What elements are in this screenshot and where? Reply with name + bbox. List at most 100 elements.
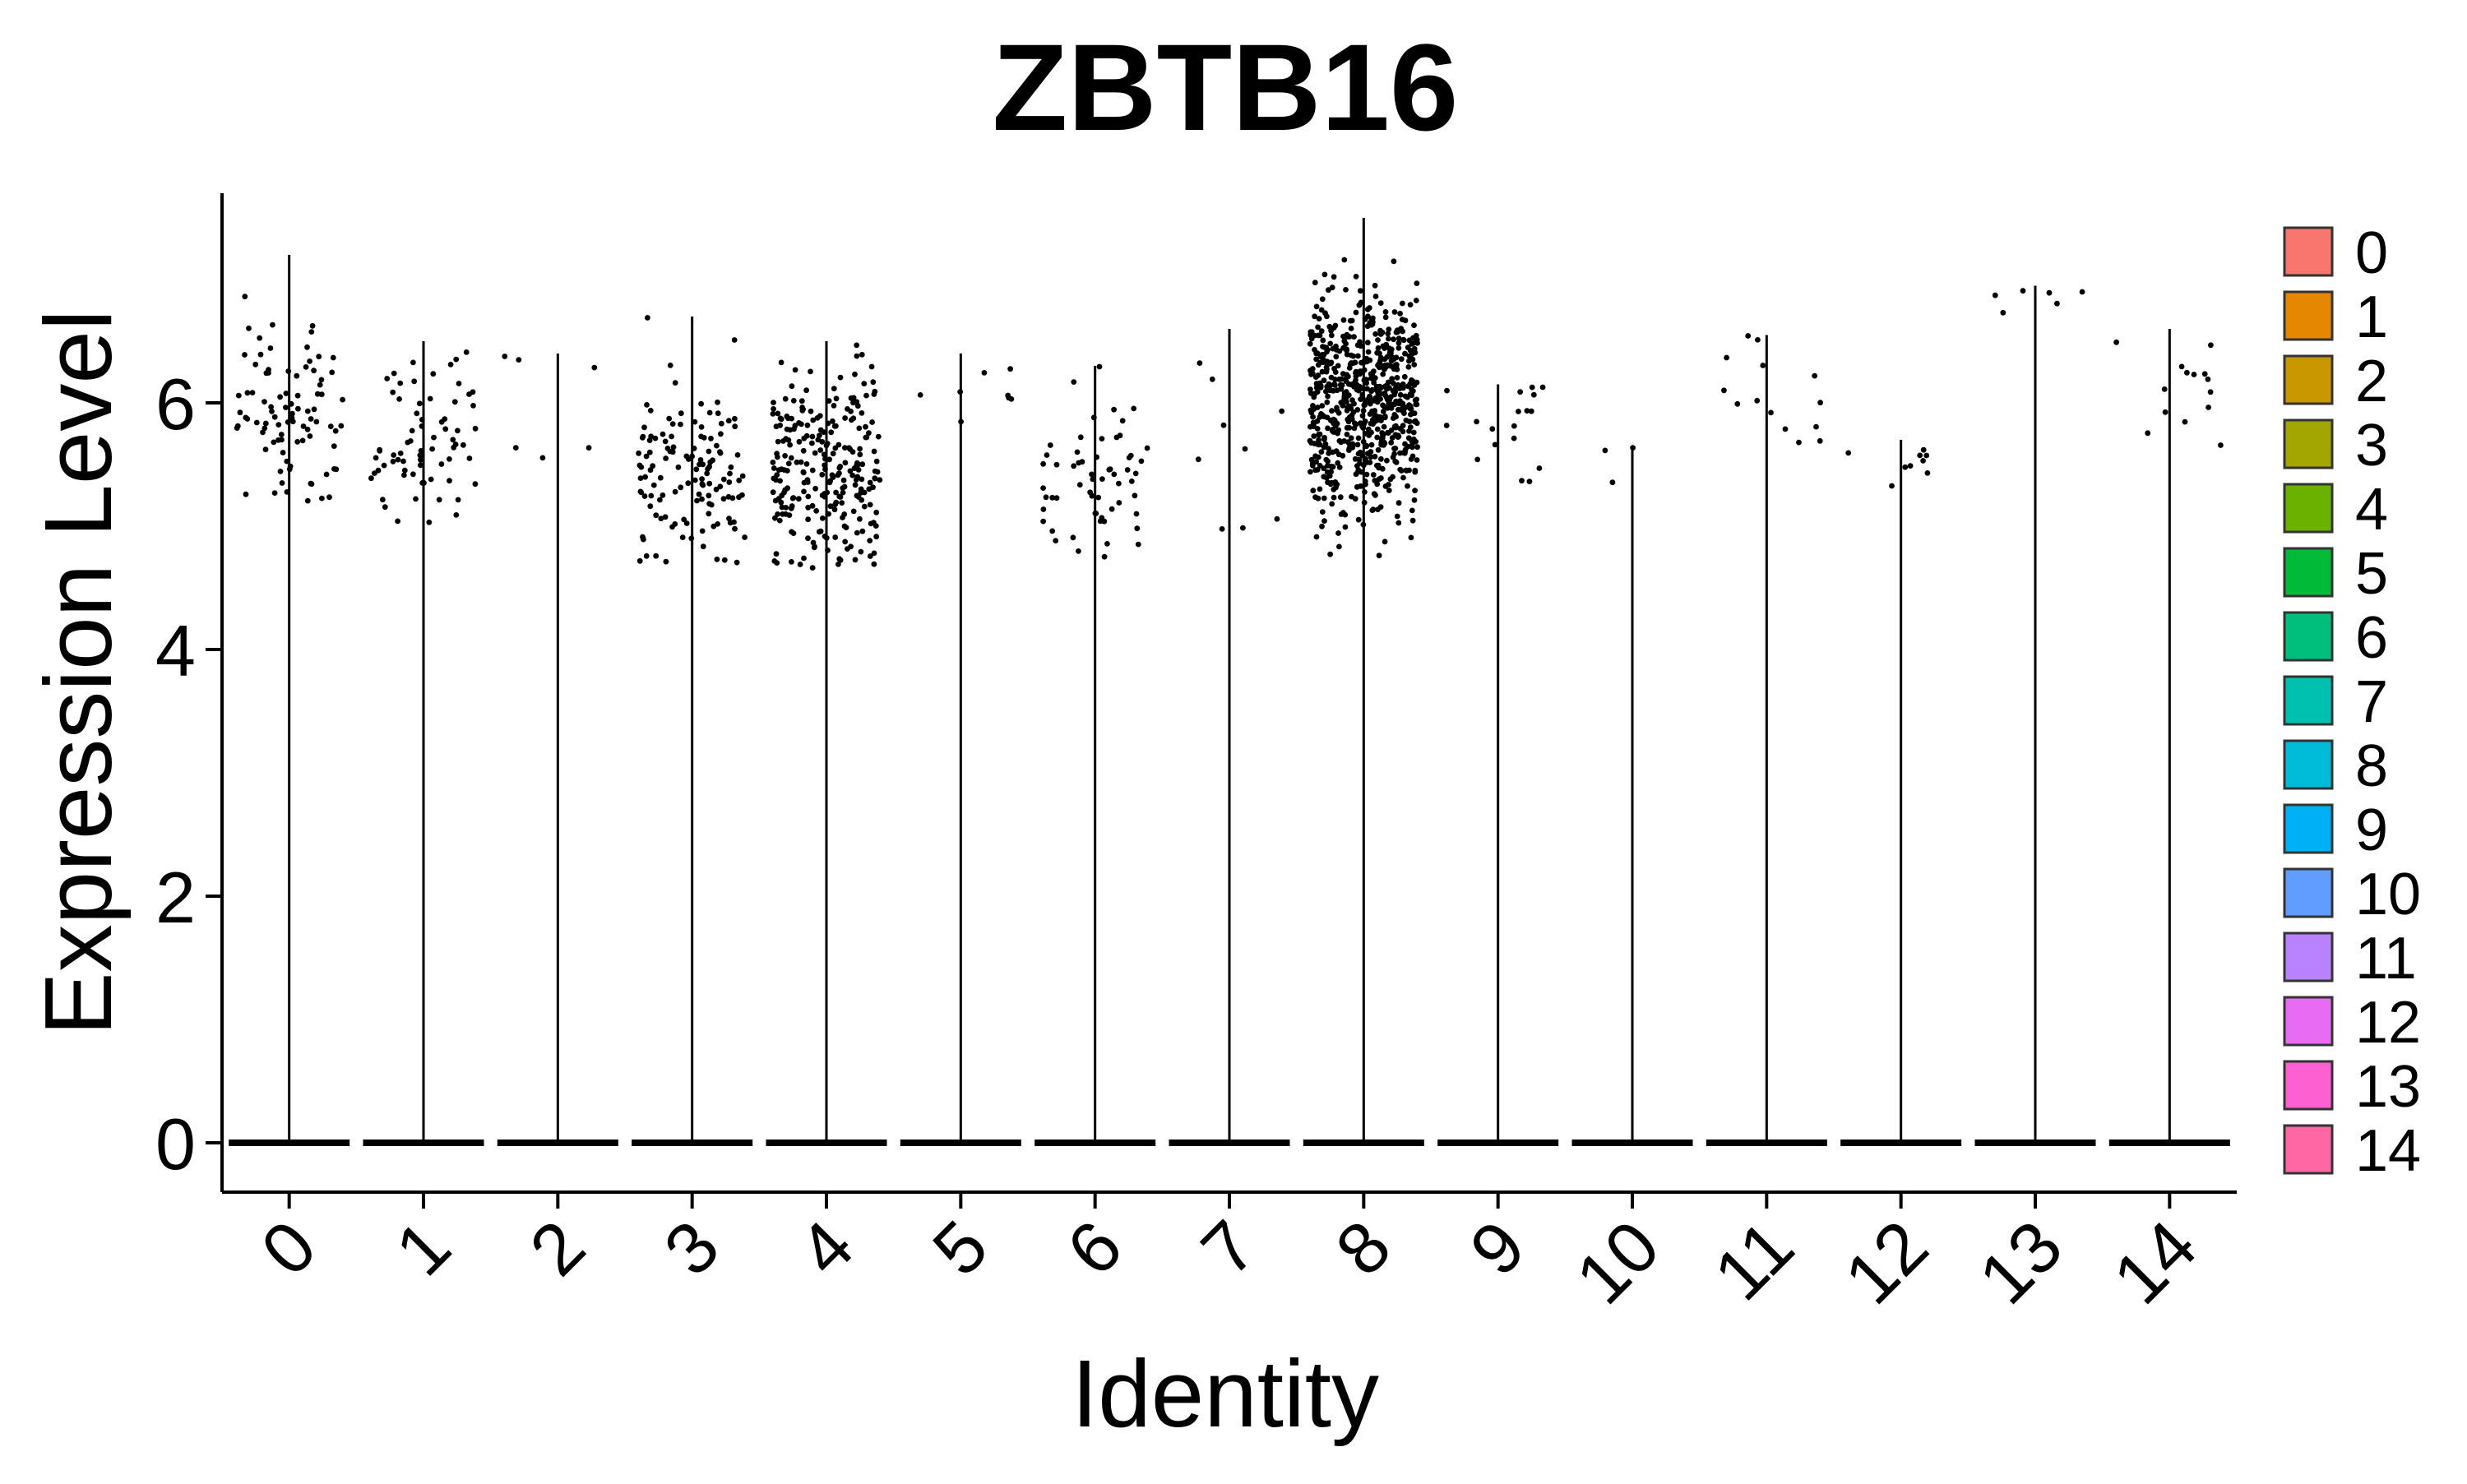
data-point [2162,409,2168,415]
data-point [795,496,802,502]
data-point [826,511,831,517]
data-point [1400,381,1406,387]
data-point [786,512,793,518]
data-point [384,376,391,381]
data-point [1359,391,1366,398]
data-point [1331,274,1337,280]
data-point [1219,526,1225,532]
data-point [1375,506,1381,512]
data-point [327,423,334,429]
data-point [1342,524,1349,530]
data-point [1414,396,1420,403]
data-point [686,456,692,462]
data-point [308,416,314,422]
data-point [785,415,791,422]
data-point [1345,373,1351,380]
data-point [804,479,811,485]
data-point [1375,446,1382,453]
data-point [1111,406,1117,413]
data-point [1364,340,1371,346]
violin-group-4 [766,341,887,1146]
data-point [808,368,813,375]
data-point [303,364,309,370]
data-point [811,544,817,551]
data-point [1361,499,1368,506]
data-point [645,315,650,321]
violin-group-1 [363,341,484,1146]
data-point [1390,415,1396,421]
data-point [822,466,828,473]
data-point [1409,386,1414,393]
data-point [1321,271,1328,278]
data-point [266,367,271,372]
data-point [1077,434,1084,441]
data-point [867,538,873,543]
data-point [1782,426,1789,432]
data-point [817,528,824,534]
legend-swatch-13 [2283,1060,2334,1111]
data-point [304,408,311,414]
data-point [1386,488,1392,493]
data-point [859,461,866,468]
data-point [413,496,419,502]
data-point [1133,511,1140,517]
data-point [1346,414,1353,420]
data-point [1389,354,1395,361]
data-point [1335,410,1342,416]
data-point [453,356,460,363]
data-point [1358,343,1364,349]
data-point [1411,497,1418,503]
violin-base-1 [363,1140,484,1146]
data-point [262,399,267,405]
data-point [1209,376,1215,382]
data-point [1406,428,1412,434]
data-point [1350,409,1357,415]
data-point [295,405,301,412]
data-point [857,515,863,522]
data-point [1333,343,1339,349]
data-point [658,515,664,522]
data-point [1361,358,1368,364]
violin-group-11 [1706,333,1827,1146]
data-point [1377,350,1382,357]
data-point [237,409,243,416]
legend-swatch-8 [2283,739,2334,790]
data-point [713,486,720,492]
data-point [827,503,834,510]
data-point [1364,323,1371,330]
data-point [853,477,859,483]
data-point [1413,298,1419,303]
data-point [648,433,654,440]
data-point [252,361,259,368]
data-point [430,371,437,377]
data-point [1117,432,1123,439]
data-point [1382,414,1388,419]
data-point [812,450,818,456]
data-point [813,508,820,514]
data-point [1357,288,1363,294]
data-point [1321,435,1327,441]
legend-swatch-6 [2283,611,2334,662]
data-point [821,451,827,458]
data-point [705,466,710,472]
data-point [1328,332,1335,339]
data-point [790,398,797,404]
data-point [391,370,397,377]
data-point [822,534,828,539]
data-point [641,536,646,543]
data-point [771,465,777,471]
data-point [1375,345,1382,351]
data-point [792,367,798,373]
violin-group-8 [1303,218,1424,1146]
data-point [699,528,706,534]
data-point [317,381,323,388]
data-point [1405,435,1412,442]
data-point [1328,469,1334,475]
data-point [725,493,732,500]
data-point [1377,396,1383,402]
data-point [859,476,865,483]
legend-swatch-14 [2283,1124,2334,1175]
legend-label-1: 1 [2355,284,2388,350]
data-point [1109,506,1115,512]
